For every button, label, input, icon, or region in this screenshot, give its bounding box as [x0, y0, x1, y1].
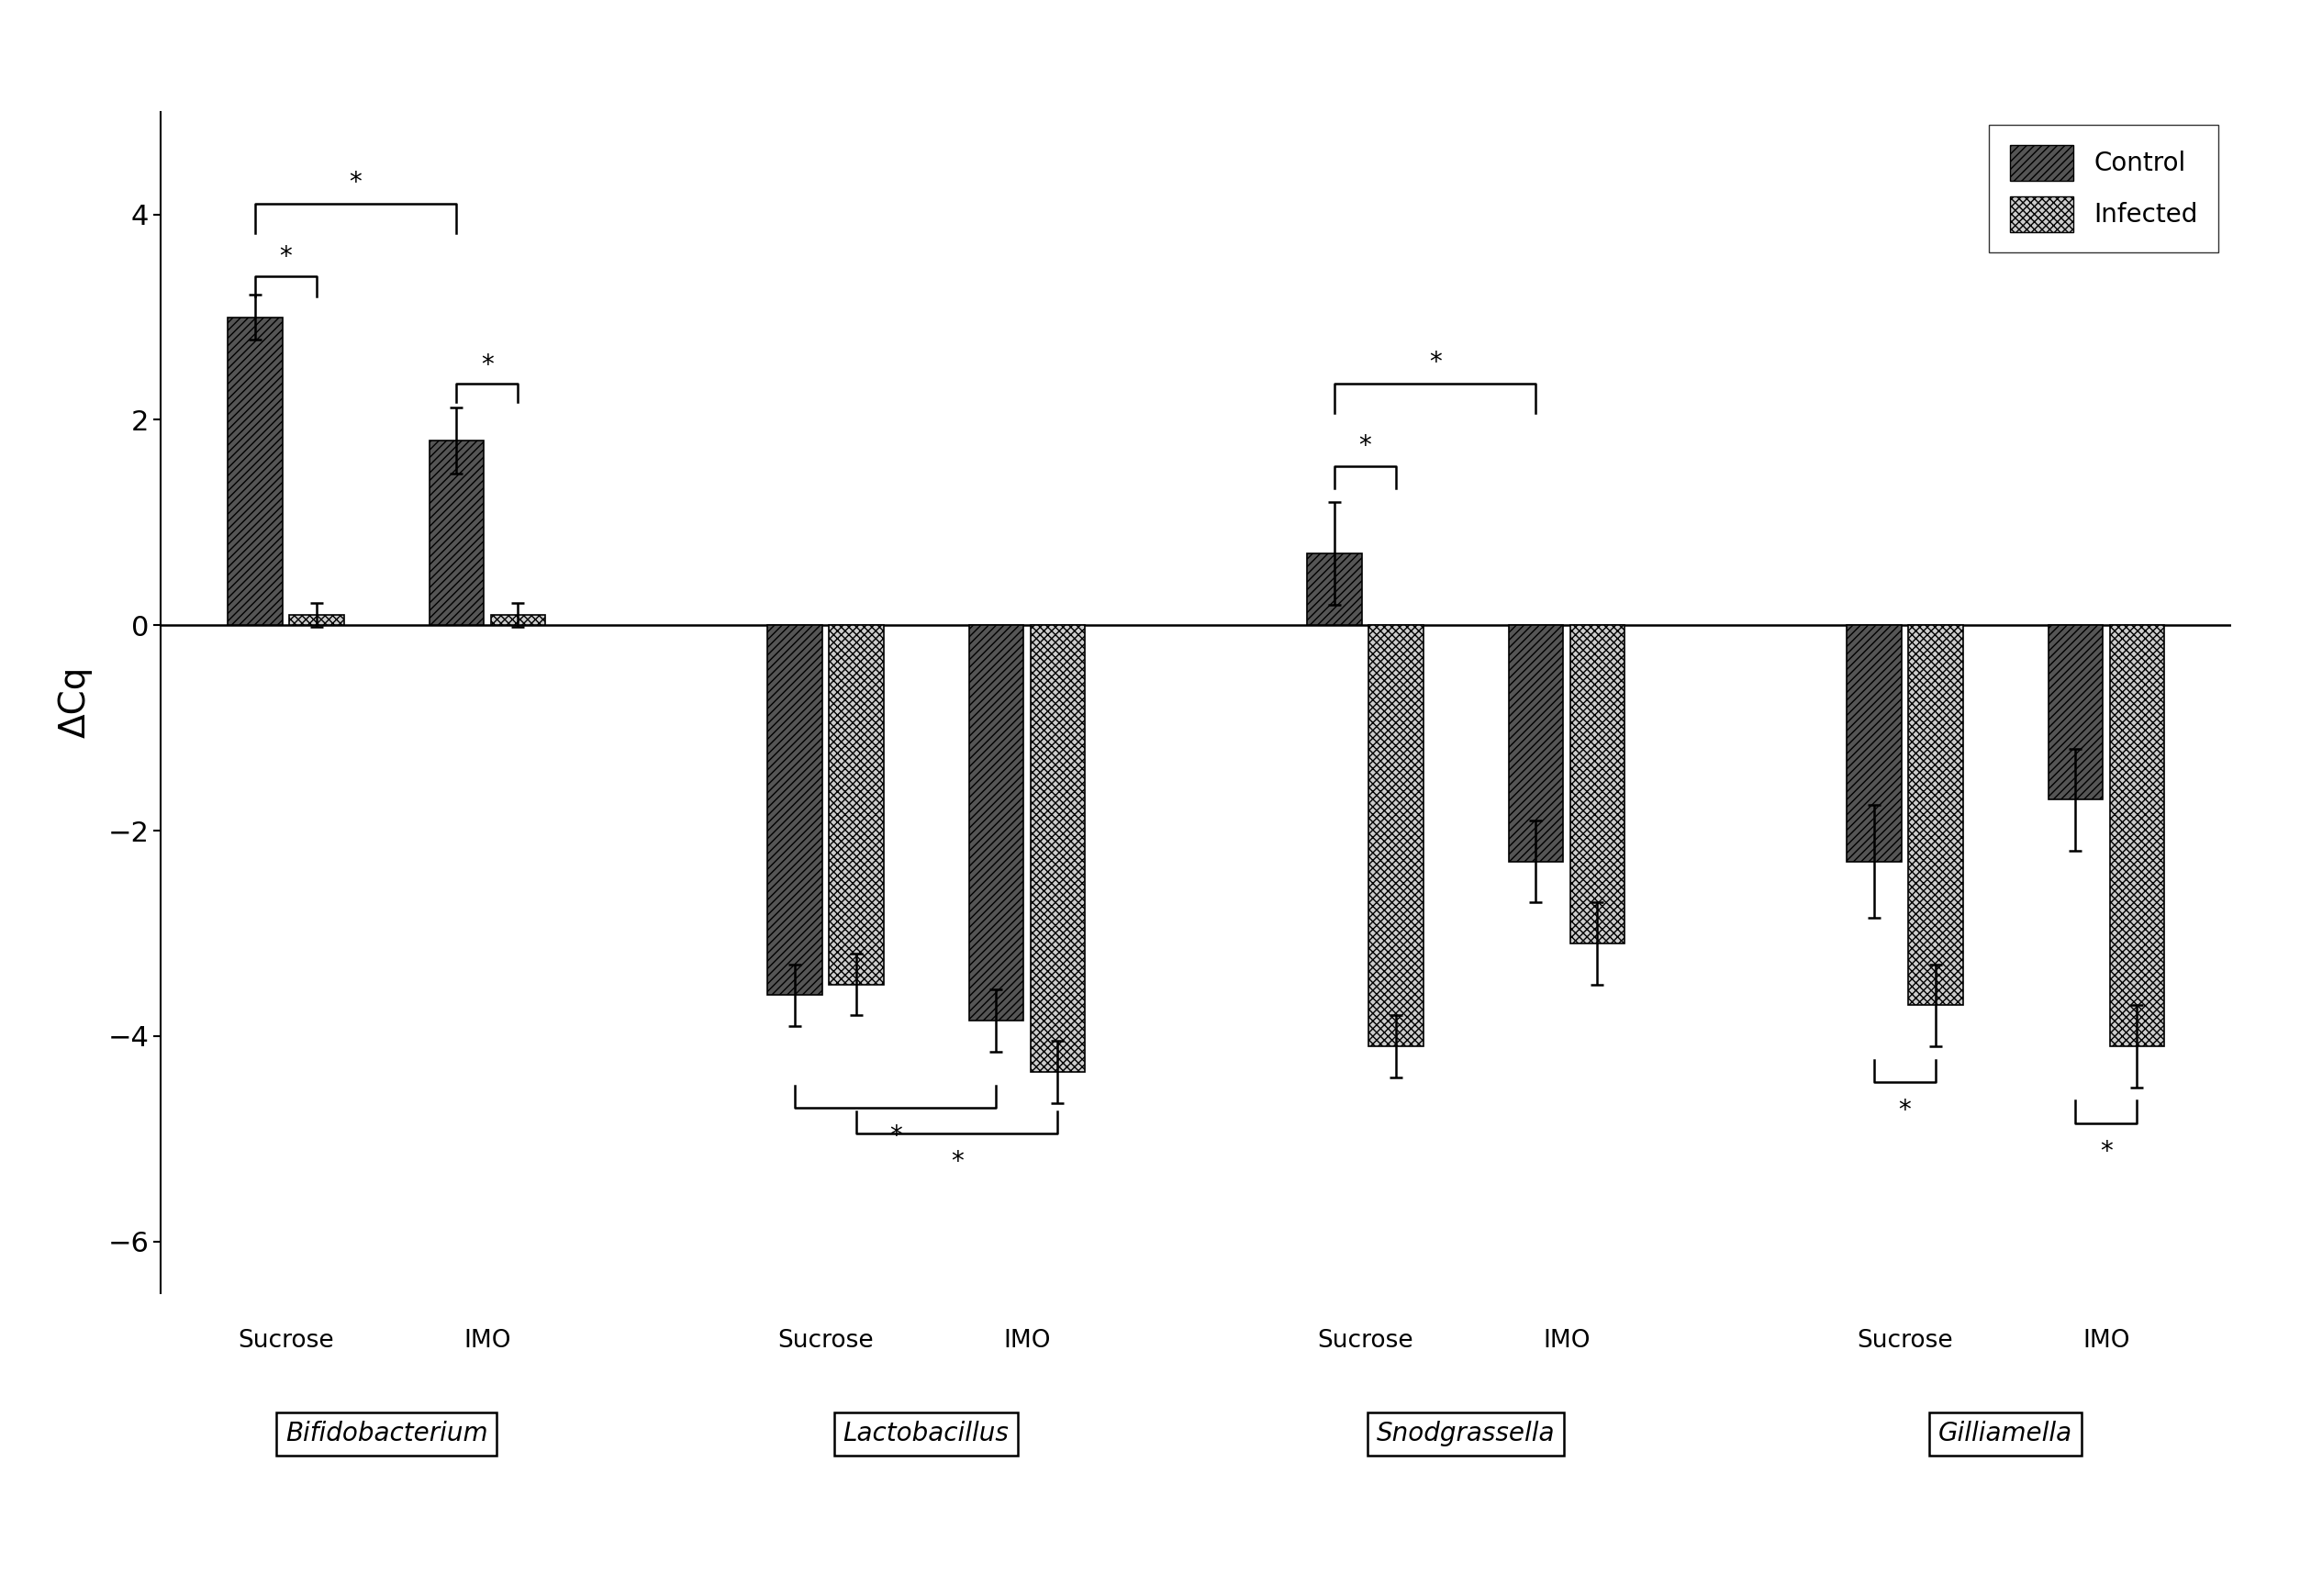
Text: Sucrose: Sucrose	[777, 1329, 874, 1352]
Bar	[968, 626, 1024, 1020]
Bar	[1368, 626, 1424, 1047]
Text: IMO: IMO	[2084, 1329, 2130, 1352]
Legend: Control, Infected: Control, Infected	[1990, 124, 2217, 252]
Text: IMO: IMO	[1543, 1329, 1589, 1352]
Text: Lactobacillus: Lactobacillus	[844, 1420, 1010, 1448]
Text: Gilliamella: Gilliamella	[1939, 1420, 2072, 1448]
Bar	[1909, 626, 1962, 1005]
Text: Sucrose: Sucrose	[1856, 1329, 1953, 1352]
Text: Sucrose: Sucrose	[1318, 1329, 1412, 1352]
Text: *: *	[950, 1149, 964, 1175]
Bar	[1306, 554, 1362, 626]
Text: *: *	[890, 1124, 902, 1149]
Bar	[1571, 626, 1624, 943]
Bar	[290, 614, 343, 626]
Bar	[1847, 626, 1902, 862]
Text: *: *	[1359, 433, 1371, 458]
Bar	[490, 614, 545, 626]
Text: *: *	[1898, 1098, 1911, 1124]
Text: IMO: IMO	[1003, 1329, 1051, 1352]
Text: Sucrose: Sucrose	[237, 1329, 334, 1352]
Text: *: *	[481, 353, 495, 378]
Bar	[1030, 626, 1086, 1073]
Text: Bifidobacterium: Bifidobacterium	[285, 1420, 488, 1448]
Bar	[2049, 626, 2102, 800]
Text: *: *	[350, 171, 361, 196]
Bar	[228, 318, 283, 626]
Bar	[430, 440, 483, 626]
Text: *: *	[2100, 1138, 2114, 1165]
Text: *: *	[1428, 350, 1442, 375]
Y-axis label: ΔCq: ΔCq	[58, 666, 92, 739]
Text: IMO: IMO	[465, 1329, 511, 1352]
Bar	[1509, 626, 1564, 862]
Bar	[768, 626, 821, 994]
Bar	[828, 626, 883, 985]
Bar	[2109, 626, 2164, 1047]
Text: *: *	[278, 244, 292, 270]
Text: Snodgrassella: Snodgrassella	[1378, 1420, 1555, 1448]
